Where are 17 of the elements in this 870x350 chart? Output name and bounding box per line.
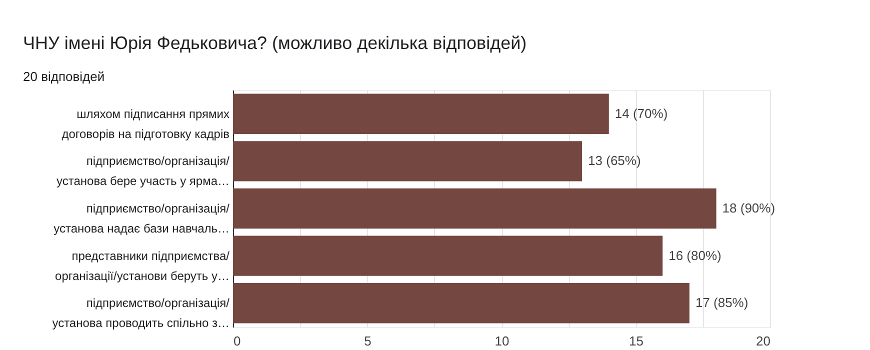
y-tick-label: шляхом підписання прямих договорів на підготовку кадрів: [62, 106, 230, 141]
data-label: 17 (85%): [695, 295, 748, 310]
x-tick-label: 5: [364, 334, 372, 348]
data-label: 13 (65%): [588, 153, 641, 168]
x-tick-label: 10: [494, 334, 510, 348]
x-tick-label: 0: [234, 334, 241, 348]
x-tick-label: 20: [756, 334, 770, 348]
chart-title: ЧНУ імені Юрія Федьковича? (можливо декілька відповідей): [23, 33, 527, 54]
y-tick-label: підприємство/організація/ установа проводить спільно з…: [52, 296, 230, 330]
data-label: 16 (80%): [668, 248, 722, 263]
y-tick-label: представники підприємства/ організації/установи беруть у…: [55, 248, 230, 283]
y-tick-label: підприємство/організація/ установа надає бази навчаль…: [54, 202, 230, 236]
data-label: 14 (70%): [614, 106, 668, 121]
y-tick-label: підприємство/організація/ установа бере участь у ярма…: [56, 154, 230, 188]
x-tick-label: 15: [629, 334, 644, 348]
data-label: 18 (90%): [722, 200, 776, 216]
text: 20 відповідей: [23, 69, 105, 84]
